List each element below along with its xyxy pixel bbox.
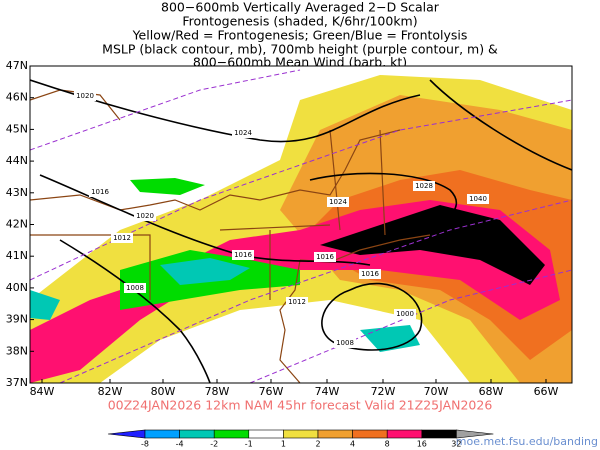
contour-label: 1028 [415, 182, 433, 190]
lon-label: 72W [371, 385, 396, 398]
label-bg [394, 309, 416, 319]
shading [30, 290, 60, 320]
colorbar-segment [317, 429, 353, 439]
lat-label: 43N [6, 186, 28, 199]
label-bg [327, 197, 349, 207]
colorbar-segment [386, 429, 423, 439]
lat-label: 44N [6, 154, 28, 167]
label-bg [359, 269, 381, 279]
source-url: moe.met.fsu.edu/banding [456, 435, 598, 448]
title-line: Frontogenesis (shaded, K/6hr/100km) [182, 14, 417, 29]
label-bg [467, 194, 489, 204]
contour-label: 1000 [396, 310, 414, 318]
colorbar-label: -4 [176, 440, 184, 449]
lat-label: 45N [6, 122, 28, 135]
contour-label: 1016 [91, 188, 109, 196]
contour-label: 1008 [336, 339, 354, 347]
label-bg [134, 211, 156, 221]
lon-label: 68W [479, 385, 504, 398]
shading [130, 178, 205, 195]
colorbar-arrow [456, 429, 494, 439]
lon-label: 70W [424, 385, 449, 398]
colorbar-label: 4 [350, 440, 355, 449]
colorbar-segment [248, 429, 284, 439]
contour-label: 1016 [316, 253, 334, 261]
title-line: Yellow/Red = Frontogenesis; Green/Blue =… [132, 28, 468, 43]
colorbar-segment [352, 429, 388, 439]
map-field [30, 66, 572, 383]
contour-label: 1020 [76, 92, 94, 100]
lon-label: 66W [534, 385, 559, 398]
lon-label: 80W [151, 385, 176, 398]
contour-label: 1024 [234, 129, 252, 137]
label-bg [334, 338, 356, 348]
title-line: MSLP (black contour, mb), 700mb height (… [102, 42, 498, 57]
colorbar-label: -8 [141, 440, 149, 449]
label-bg [232, 250, 254, 260]
valid-time: 00Z24JAN2026 12km NAM 45hr forecast Vali… [108, 398, 493, 413]
contour-label: 1016 [361, 270, 379, 278]
label-bg [286, 297, 308, 307]
lat-label: 38N [6, 344, 28, 357]
shading [320, 205, 545, 285]
label-bg [413, 181, 435, 191]
lat-label: 39N [6, 313, 28, 326]
colorbar-label: 32 [451, 440, 461, 449]
contour-label: 1020 [136, 212, 154, 220]
lat-label: 40N [6, 281, 28, 294]
lat-label: 47N [6, 59, 28, 72]
title-line: 800−600mb Vertically Averaged 2−D Scalar [161, 0, 440, 15]
label-bg [314, 252, 336, 262]
colorbar-label: 8 [385, 440, 390, 449]
label-bg [124, 283, 146, 293]
contour-label: 1012 [288, 298, 306, 306]
label-bg [111, 233, 133, 243]
lon-label: 78W [205, 385, 230, 398]
colorbar-segment [283, 429, 319, 439]
colorbar-segment [179, 429, 215, 439]
colorbar-arrow [107, 429, 146, 439]
contour-label: 1024 [329, 198, 347, 206]
shading [160, 258, 250, 285]
lon-label: 74W [315, 385, 340, 398]
lat-label: 37N [6, 376, 28, 389]
title: 800−600mb Vertically Averaged 2−D Scalar… [102, 0, 498, 70]
colorbar-label: -2 [210, 440, 218, 449]
lon-label: 84W [30, 385, 55, 398]
contour-label: 1040 [469, 195, 487, 203]
colorbar-label: 16 [417, 440, 427, 449]
height-contours [30, 69, 572, 383]
label-bg [74, 91, 96, 101]
shading [360, 325, 420, 352]
lon-label: 82W [98, 385, 123, 398]
lat-label: 41N [6, 249, 28, 262]
lat-label: 46N [6, 91, 28, 104]
label-bg [232, 128, 254, 138]
colorbar-label: 1 [281, 440, 286, 449]
colorbar-label: 2 [315, 440, 320, 449]
contour-label: 1012 [113, 234, 131, 242]
lat-label: 42N [6, 218, 28, 231]
label-bg [89, 187, 111, 197]
colorbar-segment [213, 429, 250, 439]
contour-label: 1016 [234, 251, 252, 259]
contour-label: 1008 [126, 284, 144, 292]
colorbar-segment [144, 429, 180, 439]
colorbar-label: -1 [245, 440, 253, 449]
lon-label: 76W [259, 385, 284, 398]
colorbar-segment [421, 429, 457, 439]
